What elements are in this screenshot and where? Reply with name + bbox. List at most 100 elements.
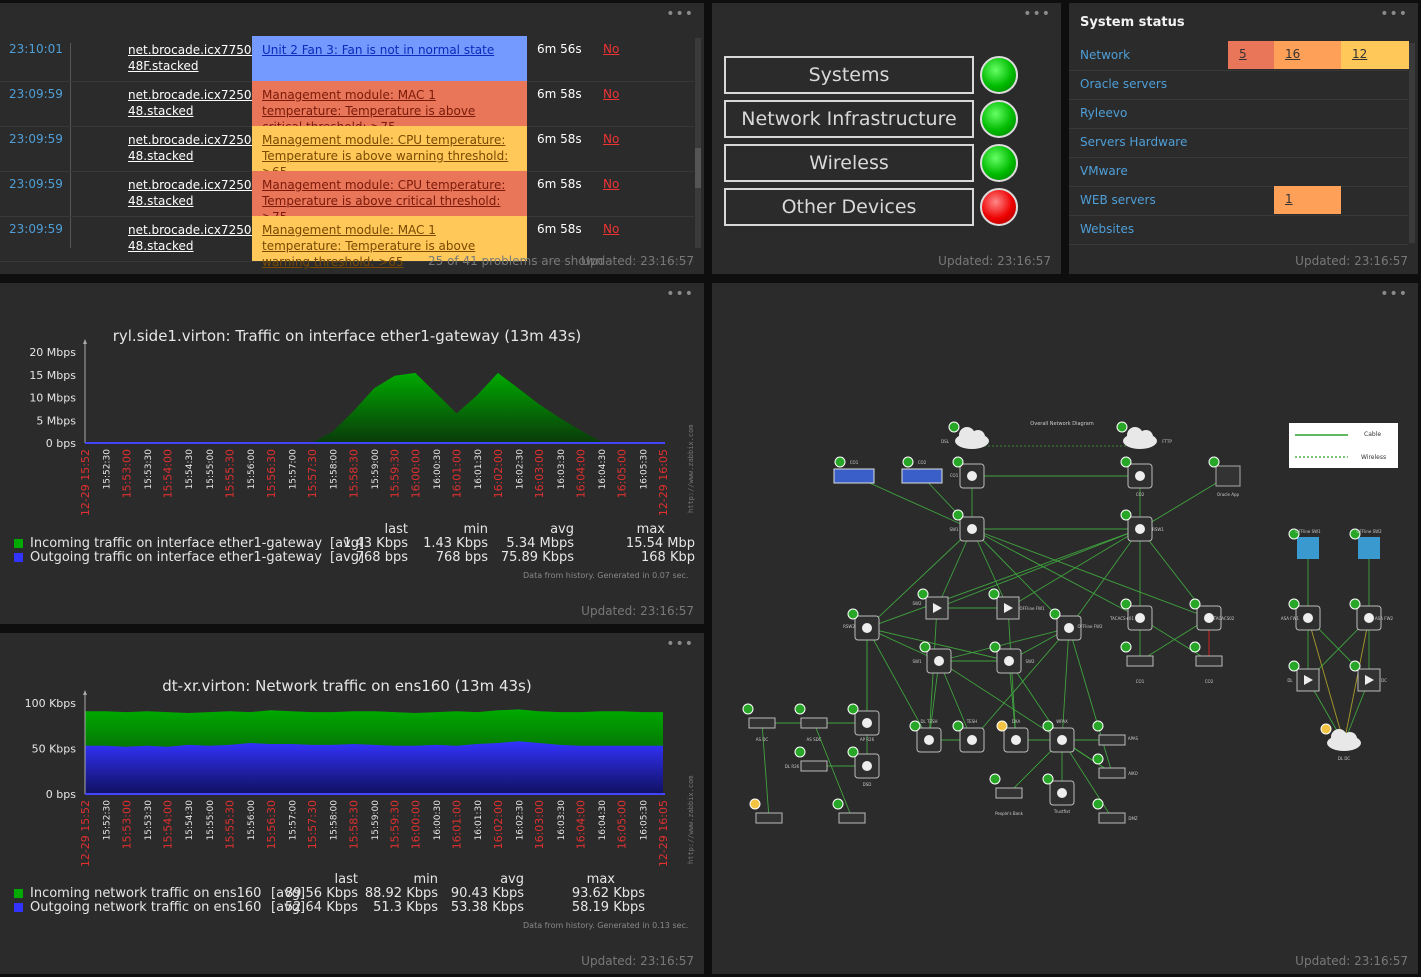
map-label: CO1 [850,460,859,465]
scrollbar[interactable] [1409,43,1415,243]
map-host-icon[interactable] [1049,780,1075,806]
map-host-icon[interactable] [1327,729,1361,751]
system-status-row: WEB servers 1 [1069,186,1408,216]
map-host-icon[interactable] [1297,537,1319,559]
problem-count-cell[interactable]: 16 [1274,41,1341,69]
map-host-icon[interactable] [1127,463,1153,489]
map-host-icon[interactable] [1126,655,1154,667]
problem-host[interactable]: net.brocade.icx7750-48F.stacked [128,43,256,73]
problem-ack-link[interactable]: No [603,222,620,236]
widget-menu-button[interactable]: ••• [1380,286,1408,302]
host-group-link[interactable]: VMware [1080,164,1128,178]
legend-series-name: Incoming traffic on interface ether1-gat… [30,536,323,551]
map-host-icon[interactable] [1049,727,1075,753]
host-group-link[interactable]: Oracle servers [1080,77,1168,91]
widget-menu-button[interactable]: ••• [666,6,694,22]
problem-time[interactable]: 23:09:59 [9,132,63,146]
map-element-wireless[interactable]: Wireless [724,144,974,182]
problem-time[interactable]: 23:10:01 [9,42,63,56]
map-host-icon[interactable] [748,717,776,729]
status-ok-icon [952,456,964,468]
problem-time[interactable]: 23:09:59 [9,177,63,191]
map-label: DSL [941,439,950,444]
y-tick-label: 0 bps [46,788,76,801]
map-host-icon[interactable] [916,727,942,753]
map-host-icon[interactable] [926,648,952,674]
problem-time[interactable]: 23:09:59 [9,222,63,236]
map-label: SW2 [912,601,921,606]
map-host-icon[interactable] [996,648,1022,674]
map-host-icon[interactable] [959,463,985,489]
x-tick-label: 16:02:30 [516,449,526,490]
map-host-icon[interactable] [1356,605,1382,631]
map-host-icon[interactable] [996,596,1020,620]
problem-ack-link[interactable]: No [603,87,620,101]
map-host-icon[interactable] [1098,734,1126,746]
map-host-icon[interactable] [901,468,943,484]
network-map[interactable]: Overall Network Diagram Cable Wireless DSL F… [712,283,1418,974]
map-host-icon[interactable] [1296,668,1320,692]
map-label: People's Bank [995,811,1023,816]
problem-description[interactable]: Management module: MAC 1 temperature: Te… [252,81,527,134]
map-label: CO2 [1205,679,1214,684]
problem-ack-link[interactable]: No [603,42,620,56]
map-host-icon[interactable] [1056,615,1082,641]
host-group-link[interactable]: Ryleevo [1080,106,1128,120]
map-label: WPAX [1056,719,1068,724]
scrollbar[interactable] [695,38,701,248]
map-host-icon[interactable] [1098,767,1126,779]
problem-time[interactable]: 23:09:59 [9,87,63,101]
problem-ack-link[interactable]: No [603,177,620,191]
problem-description[interactable]: Management module: CPU temperature: Temp… [252,126,527,179]
map-host-icon[interactable] [800,760,828,772]
map-host-icon[interactable] [1295,605,1321,631]
host-group-link[interactable]: Servers Hardware [1080,135,1188,149]
map-host-icon[interactable] [833,468,875,484]
widget-menu-button[interactable]: ••• [666,286,694,302]
map-host-icon[interactable] [1215,465,1241,487]
map-host-icon[interactable] [838,812,866,824]
widget-menu-button[interactable]: ••• [1023,6,1051,22]
map-host-icon[interactable] [1195,655,1223,667]
problem-count-cell[interactable]: 5 [1228,41,1274,69]
problem-host[interactable]: net.brocade.icx7250-48.stacked [128,133,256,163]
map-host-icon[interactable] [1098,812,1126,824]
host-group-link[interactable]: WEB servers [1080,193,1156,207]
map-element-network-infrastructure[interactable]: Network Infrastructure [724,100,974,138]
host-group-link[interactable]: Websites [1080,222,1135,236]
map-element-systems[interactable]: Systems [724,56,974,94]
map-host-icon[interactable] [1123,427,1157,449]
map-host-icon[interactable] [1127,605,1153,631]
problem-count-cell[interactable]: 12 [1341,41,1409,69]
problem-ack-link[interactable]: No [603,132,620,146]
map-host-icon[interactable] [854,753,880,779]
map-host-icon[interactable] [995,787,1023,799]
map-host-icon[interactable] [1357,668,1381,692]
problem-count-cell[interactable]: 1 [1274,186,1341,214]
problem-host[interactable]: net.brocade.icx7250-48.stacked [128,178,256,208]
problem-description[interactable]: Unit 2 Fan 3: Fan is not in normal state [252,36,527,81]
map-host-icon[interactable] [854,615,880,641]
map-host-icon[interactable] [955,427,989,449]
problem-host[interactable]: net.brocade.icx7250-48.stacked [128,223,256,253]
map-host-icon[interactable] [755,812,783,824]
map-host-icon[interactable] [800,717,828,729]
map-host-icon[interactable] [959,516,985,542]
x-tick-label: 16:00:30 [433,449,443,490]
map-host-icon[interactable] [1127,516,1153,542]
widget-menu-button[interactable]: ••• [1380,6,1408,22]
map-host-icon[interactable] [1003,727,1029,753]
x-tick-label: 15:57:30 [306,449,319,498]
map-host-icon[interactable] [1358,537,1380,559]
watermark: http://www.zabbix.com [687,424,695,513]
map-element-other-devices[interactable]: Other Devices [724,188,974,226]
host-group-link[interactable]: Network [1080,48,1131,62]
map-host-icon[interactable] [854,710,880,736]
problem-host[interactable]: net.brocade.icx7250-48.stacked [128,88,256,118]
widget-menu-button[interactable]: ••• [666,636,694,652]
problem-description[interactable]: Management module: MAC 1 temperature: Te… [252,216,527,269]
problem-description[interactable]: Management module: CPU temperature: Temp… [252,171,527,224]
map-host-icon[interactable] [959,727,985,753]
map-host-icon[interactable] [925,596,949,620]
map-host-icon[interactable] [1196,605,1222,631]
